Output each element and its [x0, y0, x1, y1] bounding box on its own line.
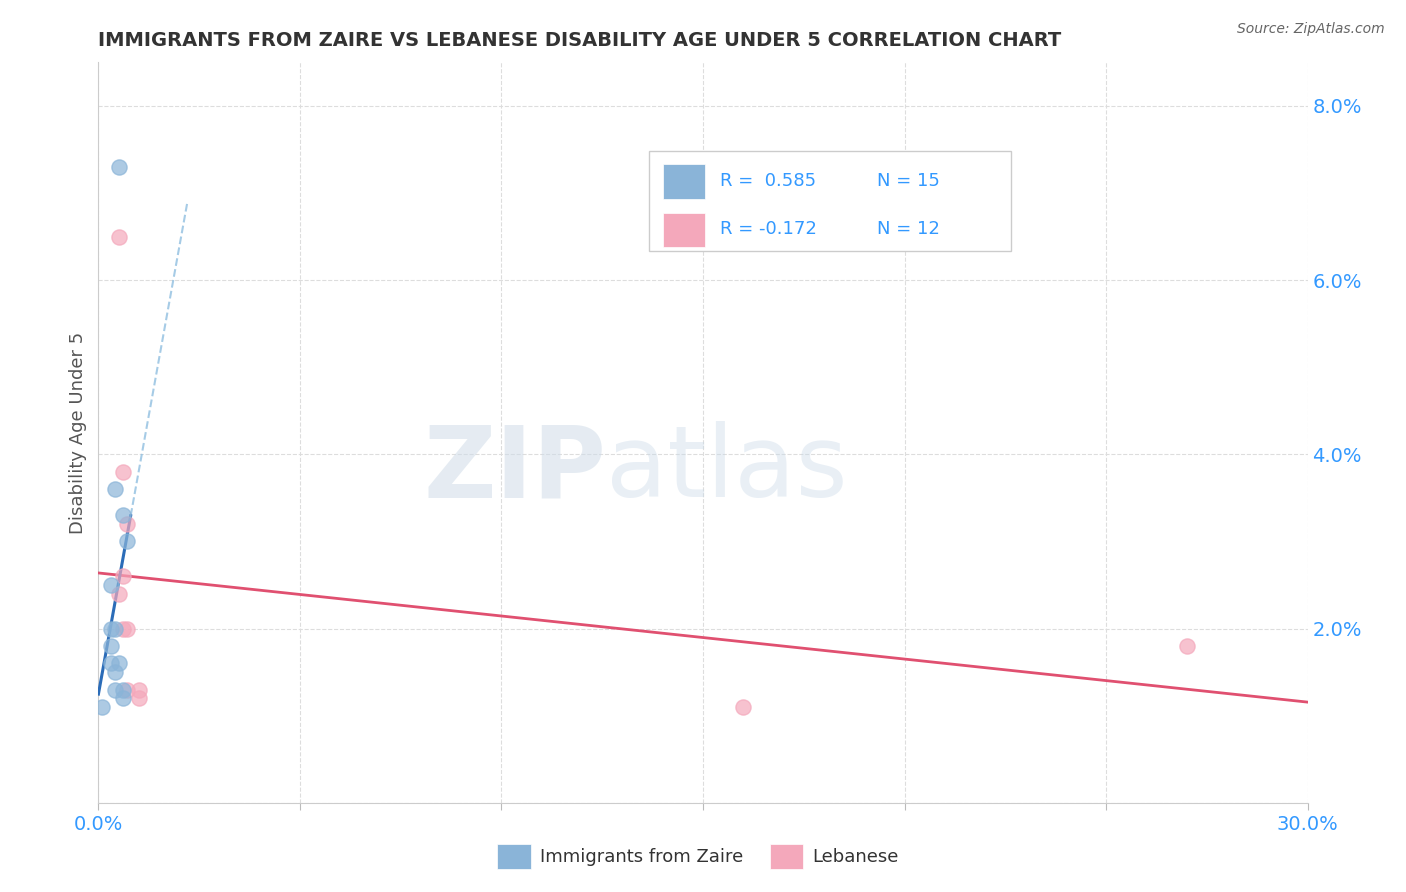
Text: ZIP: ZIP: [423, 421, 606, 518]
Point: [107, 587, 129, 601]
Point: [111, 569, 134, 583]
Point: [115, 517, 138, 532]
Point: [128, 691, 150, 706]
Point: [103, 682, 125, 697]
Point: [100, 622, 122, 636]
Text: R =  0.585: R = 0.585: [720, 172, 815, 190]
Point: [107, 229, 129, 244]
Point: [111, 622, 134, 636]
Point: [107, 160, 129, 174]
Point: [100, 657, 122, 671]
Y-axis label: Disability Age Under 5: Disability Age Under 5: [69, 332, 87, 533]
Point: [111, 508, 134, 523]
Bar: [769, 844, 803, 870]
Point: [103, 482, 125, 496]
Point: [128, 682, 150, 697]
Text: R = -0.172: R = -0.172: [720, 219, 817, 238]
Point: [103, 665, 125, 680]
Point: [103, 622, 125, 636]
Point: [115, 682, 138, 697]
Text: Immigrants from Zaire: Immigrants from Zaire: [540, 848, 742, 866]
Text: IMMIGRANTS FROM ZAIRE VS LEBANESE DISABILITY AGE UNDER 5 CORRELATION CHART: IMMIGRANTS FROM ZAIRE VS LEBANESE DISABI…: [98, 30, 1062, 50]
Point: [115, 622, 138, 636]
Point: [111, 465, 134, 479]
Text: Lebanese: Lebanese: [811, 848, 898, 866]
Bar: [664, 164, 706, 199]
Point: [100, 639, 122, 653]
Point: [1175, 639, 1198, 653]
Point: [733, 700, 755, 714]
Point: [111, 682, 134, 697]
Text: Source: ZipAtlas.com: Source: ZipAtlas.com: [1237, 22, 1385, 37]
Point: [115, 534, 138, 549]
Bar: [664, 212, 706, 247]
Text: N = 15: N = 15: [877, 172, 941, 190]
Text: N = 12: N = 12: [877, 219, 941, 238]
FancyBboxPatch shape: [648, 152, 1011, 252]
Bar: [498, 844, 531, 870]
Point: [91, 700, 114, 714]
Text: atlas: atlas: [606, 421, 848, 518]
Point: [100, 578, 122, 592]
Point: [111, 691, 134, 706]
Point: [107, 657, 129, 671]
